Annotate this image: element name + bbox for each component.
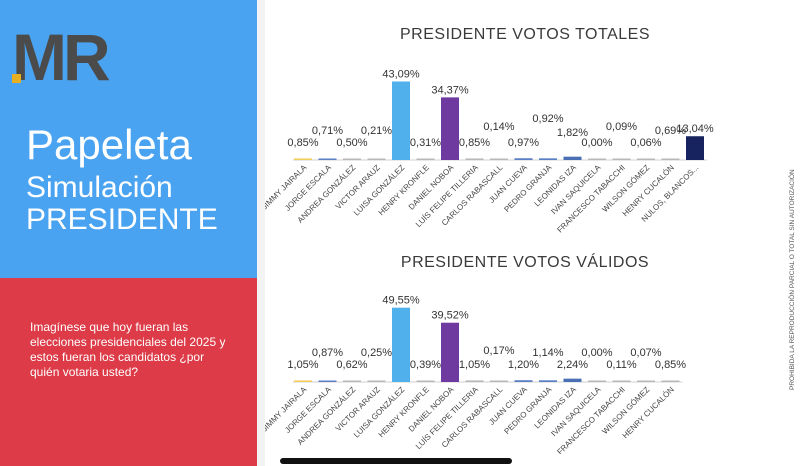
data-label: 0,31% <box>410 137 441 149</box>
bar <box>612 158 631 160</box>
data-label: 0,21% <box>361 125 392 137</box>
bar <box>588 380 606 382</box>
data-label: 0,85% <box>287 137 318 149</box>
data-label: 0,14% <box>483 121 514 133</box>
bar <box>392 307 410 382</box>
bar <box>661 158 680 160</box>
data-label: 0,92% <box>532 113 563 125</box>
bar <box>416 158 435 160</box>
bar <box>416 380 435 382</box>
data-label: 34,37% <box>431 84 469 96</box>
bar <box>367 380 386 382</box>
bar <box>563 378 582 382</box>
bar <box>686 136 704 160</box>
data-label: 43,09% <box>382 68 420 80</box>
data-label: 1,20% <box>508 359 539 371</box>
bar <box>490 158 508 160</box>
data-label: 0,17% <box>483 345 514 357</box>
bar <box>514 158 533 160</box>
bar <box>392 81 410 160</box>
data-label: 0,87% <box>312 347 343 359</box>
bar <box>441 322 459 382</box>
bar <box>661 380 680 382</box>
bar <box>637 380 655 382</box>
logo-gold-square <box>12 74 21 83</box>
data-label: 1,82% <box>557 127 588 139</box>
question-text: Imagínese que hoy fueran las elecciones … <box>30 320 226 379</box>
bar <box>465 380 484 382</box>
data-label: 0,00% <box>581 347 612 359</box>
title-line-2: Simulación <box>26 171 173 204</box>
title-line-1: Papeleta <box>26 121 192 168</box>
logo-text: MR <box>12 20 110 88</box>
data-label: 0,97% <box>508 137 539 149</box>
data-label: 2,24% <box>557 359 588 371</box>
title-panel <box>0 0 257 278</box>
bar <box>441 97 459 160</box>
data-label: 0,62% <box>336 359 367 371</box>
bar <box>294 380 312 382</box>
panel-divider <box>257 0 265 466</box>
bar <box>539 158 557 160</box>
data-label: 1,05% <box>287 359 318 371</box>
chart-title-totales: PRESIDENTE VOTOS TOTALES <box>400 26 650 43</box>
bar <box>612 380 631 382</box>
bar <box>514 380 533 382</box>
data-label: 0,07% <box>630 347 661 359</box>
data-label: 49,55% <box>382 295 420 307</box>
bar <box>343 158 361 160</box>
bar <box>563 156 582 160</box>
bar <box>294 158 312 160</box>
chart-title-validos: PRESIDENTE VOTOS VÁLIDOS <box>400 254 650 271</box>
data-label: 0,11% <box>606 359 637 371</box>
data-label: 0,00% <box>581 137 612 149</box>
bar <box>588 158 606 160</box>
bar <box>318 380 337 382</box>
scrollbar[interactable] <box>280 458 512 464</box>
question-panel <box>0 278 257 466</box>
title-line-3: PRESIDENTE <box>26 203 218 236</box>
bar <box>318 158 337 160</box>
data-label: 0,71% <box>312 125 343 137</box>
data-label: 0,69% <box>655 125 686 137</box>
bar <box>490 380 508 382</box>
data-label: 1,05% <box>459 359 490 371</box>
bar <box>637 158 655 160</box>
data-label: 13,04% <box>676 123 714 135</box>
bar <box>465 158 484 160</box>
data-label: 39,52% <box>431 310 469 322</box>
mr-logo: MR <box>12 20 114 88</box>
bar <box>539 380 557 382</box>
data-label: 1,14% <box>532 347 563 359</box>
bar <box>367 158 386 160</box>
copyright-note: PROHIBIDA LA REPRODUCCIÓN PARCIAL O TOTA… <box>787 169 796 390</box>
copyright-text: PROHIBIDA LA REPRODUCCIÓN PARCIAL O TOTA… <box>787 169 796 390</box>
data-label: 0,39% <box>410 359 441 371</box>
data-label: 0,25% <box>361 347 392 359</box>
data-label: 0,85% <box>655 359 686 371</box>
data-label: 0,06% <box>630 137 661 149</box>
data-label: 0,09% <box>606 121 637 133</box>
bar <box>343 380 361 382</box>
data-label: 0,85% <box>459 137 490 149</box>
data-label: 0,50% <box>336 137 367 149</box>
